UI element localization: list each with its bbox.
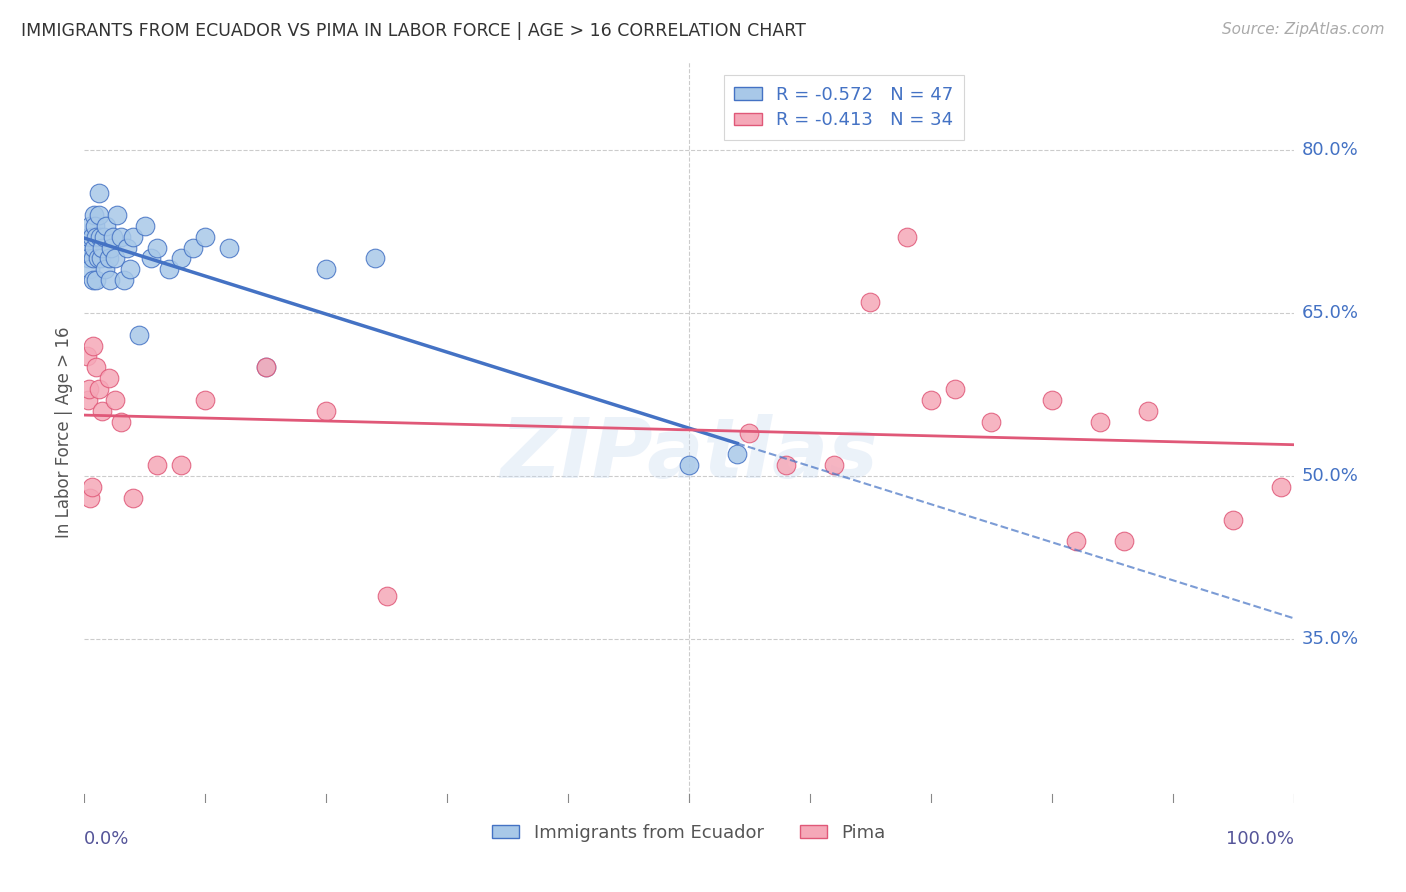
- Point: [76, 240, 98, 255]
- Point: [110, 415, 132, 429]
- Point: [157, 262, 180, 277]
- Point: [775, 458, 797, 473]
- Point: [115, 240, 138, 255]
- Point: [112, 273, 135, 287]
- Point: [94, 262, 117, 277]
- Point: [86, 360, 108, 375]
- Point: [980, 415, 1002, 429]
- Point: [105, 208, 128, 222]
- Point: [79, 491, 101, 505]
- Point: [218, 240, 240, 255]
- Point: [1114, 534, 1136, 549]
- Point: [76, 350, 98, 364]
- Point: [920, 392, 942, 407]
- Point: [170, 458, 193, 473]
- Legend: Immigrants from Ecuador, Pima: Immigrants from Ecuador, Pima: [485, 817, 893, 849]
- Point: [1064, 534, 1087, 549]
- Point: [82, 273, 104, 287]
- Point: [87, 186, 110, 200]
- Point: [181, 240, 204, 255]
- Point: [146, 458, 169, 473]
- Y-axis label: In Labor Force | Age > 16: In Labor Force | Age > 16: [55, 326, 73, 539]
- Point: [725, 447, 748, 461]
- Point: [1040, 392, 1063, 407]
- Point: [80, 480, 103, 494]
- Point: [738, 425, 761, 440]
- Point: [91, 240, 114, 255]
- Point: [97, 371, 120, 385]
- Point: [134, 219, 156, 233]
- Point: [87, 382, 110, 396]
- Point: [1270, 480, 1292, 494]
- Point: [146, 240, 169, 255]
- Point: [98, 273, 121, 287]
- Point: [93, 229, 115, 244]
- Point: [87, 208, 110, 222]
- Point: [254, 360, 277, 375]
- Point: [120, 262, 142, 277]
- Point: [80, 229, 103, 244]
- Point: [823, 458, 845, 473]
- Point: [104, 392, 127, 407]
- Point: [103, 229, 125, 244]
- Point: [91, 404, 114, 418]
- Point: [94, 219, 117, 233]
- Point: [77, 382, 100, 396]
- Text: 100.0%: 100.0%: [1226, 830, 1294, 848]
- Point: [90, 252, 112, 266]
- Point: [859, 295, 882, 310]
- Point: [82, 252, 104, 266]
- Point: [121, 229, 143, 244]
- Point: [83, 208, 105, 222]
- Point: [89, 229, 111, 244]
- Point: [128, 327, 150, 342]
- Point: [121, 491, 143, 505]
- Point: [77, 252, 100, 266]
- Point: [77, 229, 100, 244]
- Point: [86, 252, 108, 266]
- Point: [1088, 415, 1111, 429]
- Text: 0.0%: 0.0%: [84, 830, 129, 848]
- Point: [363, 252, 385, 266]
- Point: [315, 404, 337, 418]
- Text: 35.0%: 35.0%: [1302, 631, 1360, 648]
- Point: [84, 219, 107, 233]
- Point: [254, 360, 277, 375]
- Point: [896, 229, 918, 244]
- Point: [104, 252, 127, 266]
- Point: [194, 392, 217, 407]
- Text: 80.0%: 80.0%: [1302, 141, 1358, 159]
- Point: [77, 392, 100, 407]
- Point: [194, 229, 217, 244]
- Point: [1137, 404, 1160, 418]
- Text: 50.0%: 50.0%: [1302, 467, 1358, 485]
- Text: Source: ZipAtlas.com: Source: ZipAtlas.com: [1222, 22, 1385, 37]
- Point: [315, 262, 337, 277]
- Point: [79, 219, 101, 233]
- Point: [97, 252, 120, 266]
- Point: [170, 252, 193, 266]
- Point: [79, 262, 101, 277]
- Point: [110, 229, 132, 244]
- Point: [943, 382, 966, 396]
- Point: [83, 240, 105, 255]
- Text: IMMIGRANTS FROM ECUADOR VS PIMA IN LABOR FORCE | AGE > 16 CORRELATION CHART: IMMIGRANTS FROM ECUADOR VS PIMA IN LABOR…: [21, 22, 806, 40]
- Point: [82, 338, 104, 352]
- Point: [86, 273, 108, 287]
- Point: [86, 229, 108, 244]
- Point: [678, 458, 700, 473]
- Text: 65.0%: 65.0%: [1302, 304, 1358, 322]
- Point: [1222, 513, 1244, 527]
- Point: [100, 240, 122, 255]
- Text: ZIPatlas: ZIPatlas: [501, 414, 877, 495]
- Point: [139, 252, 162, 266]
- Point: [375, 589, 398, 603]
